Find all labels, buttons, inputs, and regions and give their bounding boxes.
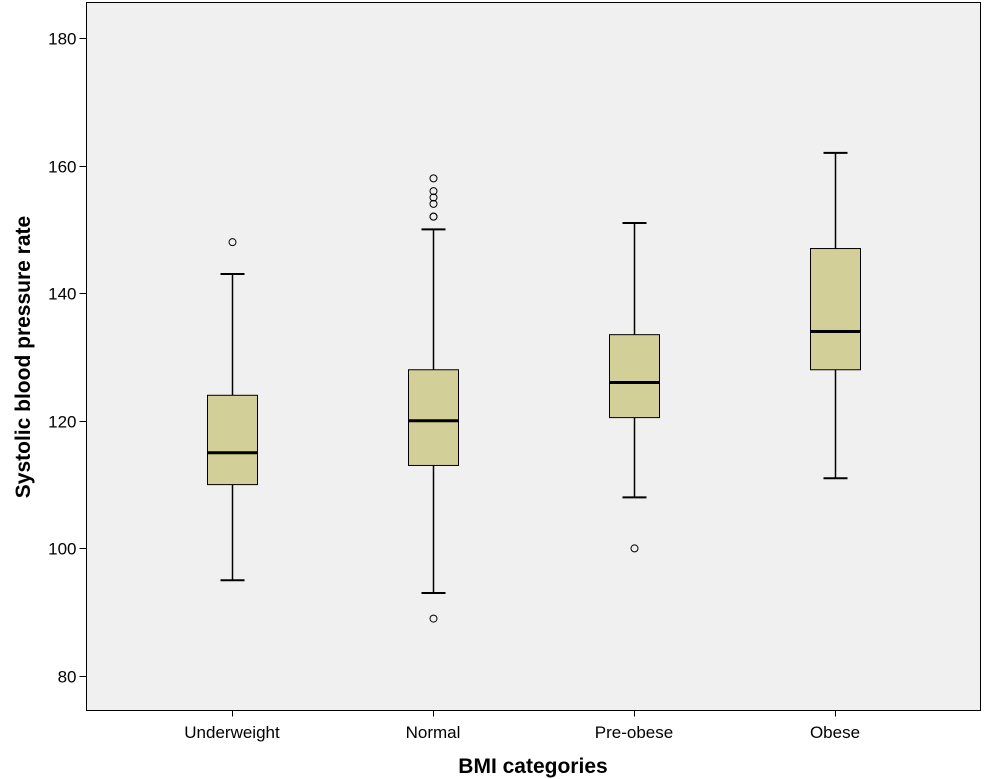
outlier-point [228,238,237,247]
x-tick-label-3: Obese [810,723,860,742]
y-tick-label-120: 120 [48,413,76,432]
y-axis-title: Systolic blood pressure rate [12,216,35,498]
outlier-point [429,212,438,221]
outlier-point [429,174,438,183]
outlier-point [630,544,639,553]
x-tick-label-2: Pre-obese [595,723,673,742]
box-iqr [810,248,861,371]
outlier-point [429,614,438,623]
box-iqr [207,394,258,486]
box-group-2 [609,222,660,553]
box-group-1 [408,174,459,623]
x-axis: Underweight Normal Pre-obese Obese [184,710,860,742]
x-tick-label-0: Underweight [184,723,280,742]
box-iqr [408,369,459,466]
x-tick-label-1: Normal [406,723,461,742]
y-tick-label-100: 100 [48,540,76,559]
outlier-point [429,193,438,202]
boxes [207,151,861,623]
outlier-point [429,187,438,196]
box-group-0 [207,238,258,582]
y-tick-label-160: 160 [48,158,76,177]
x-axis-title: BMI categories [458,755,607,778]
y-tick-label-180: 180 [48,30,76,49]
y-tick-label-80: 80 [58,668,77,687]
outlier-point [429,199,438,208]
box-iqr [609,334,660,419]
y-tick-label-140: 140 [48,285,76,304]
box-group-3 [810,151,861,480]
y-axis: 80 100 120 140 160 180 [48,30,87,687]
